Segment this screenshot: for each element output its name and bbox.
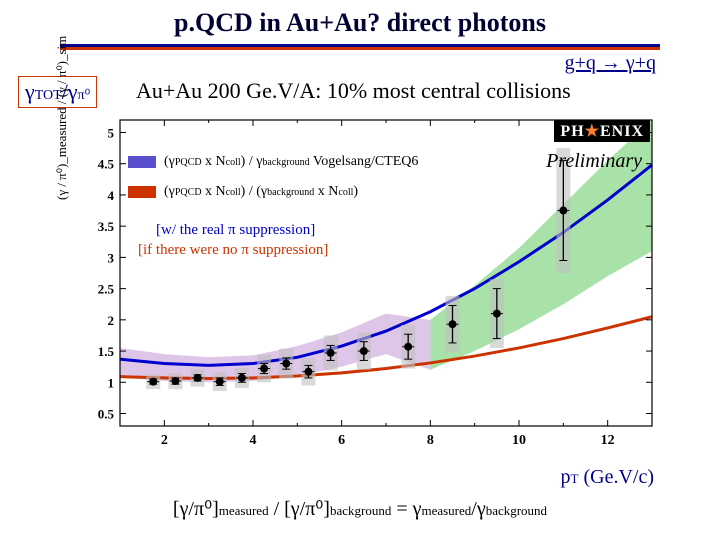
- annotation-2: [if there were no π suppression]: [138, 242, 328, 259]
- svg-text:12: 12: [601, 433, 615, 448]
- svg-text:2: 2: [161, 433, 168, 448]
- preliminary-label: Preliminary: [546, 150, 642, 173]
- svg-text:4: 4: [250, 433, 257, 448]
- legend-text-2: (γPQCD x Ncoll) / (γbackground x Ncoll): [164, 184, 358, 200]
- svg-text:8: 8: [427, 433, 434, 448]
- legend-text-1: (γPQCD x Ncoll) / γbackground Vogelsang/…: [164, 154, 418, 170]
- legend-swatch-2: [128, 186, 156, 198]
- svg-text:4.5: 4.5: [98, 157, 115, 172]
- svg-text:3.5: 3.5: [98, 219, 115, 234]
- svg-text:1: 1: [108, 375, 115, 390]
- phenix-badge: PH★ENIX: [554, 120, 650, 142]
- svg-text:1.5: 1.5: [98, 344, 115, 359]
- svg-text:2.5: 2.5: [98, 282, 115, 297]
- legend-swatch-1: [128, 156, 156, 168]
- ratio-equation: [γ/π⁰]measured / [γ/π⁰]background = γmea…: [0, 496, 720, 521]
- svg-text:10: 10: [512, 433, 526, 448]
- slide-title: p.QCD in Au+Au? direct photons: [0, 8, 720, 38]
- phenix-t1: PH: [560, 123, 584, 140]
- svg-text:0.5: 0.5: [98, 407, 115, 422]
- x-axis-label: pT (Ge.V/c): [561, 466, 654, 489]
- svg-text:4: 4: [108, 188, 115, 203]
- rule-2: [60, 47, 660, 50]
- phenix-star: ★: [585, 123, 600, 140]
- svg-text:3: 3: [108, 250, 115, 265]
- annotation-1: [w/ the real π suppression]: [156, 222, 315, 239]
- reaction-label: g+q → γ+q: [565, 52, 656, 75]
- phenix-t2: ENIX: [600, 123, 644, 140]
- y-axis-label: (γ / π⁰)_measured / (γ / π⁰)_sim: [54, 36, 70, 200]
- legend-row-1: (γPQCD x Ncoll) / γbackground Vogelsang/…: [128, 154, 418, 170]
- svg-text:5: 5: [108, 125, 115, 140]
- subtitle: Au+Au 200 Ge.V/A: 10% most central colli…: [136, 78, 571, 104]
- svg-text:6: 6: [338, 433, 345, 448]
- legend-row-2: (γPQCD x Ncoll) / (γbackground x Ncoll): [128, 184, 358, 200]
- svg-text:2: 2: [108, 313, 115, 328]
